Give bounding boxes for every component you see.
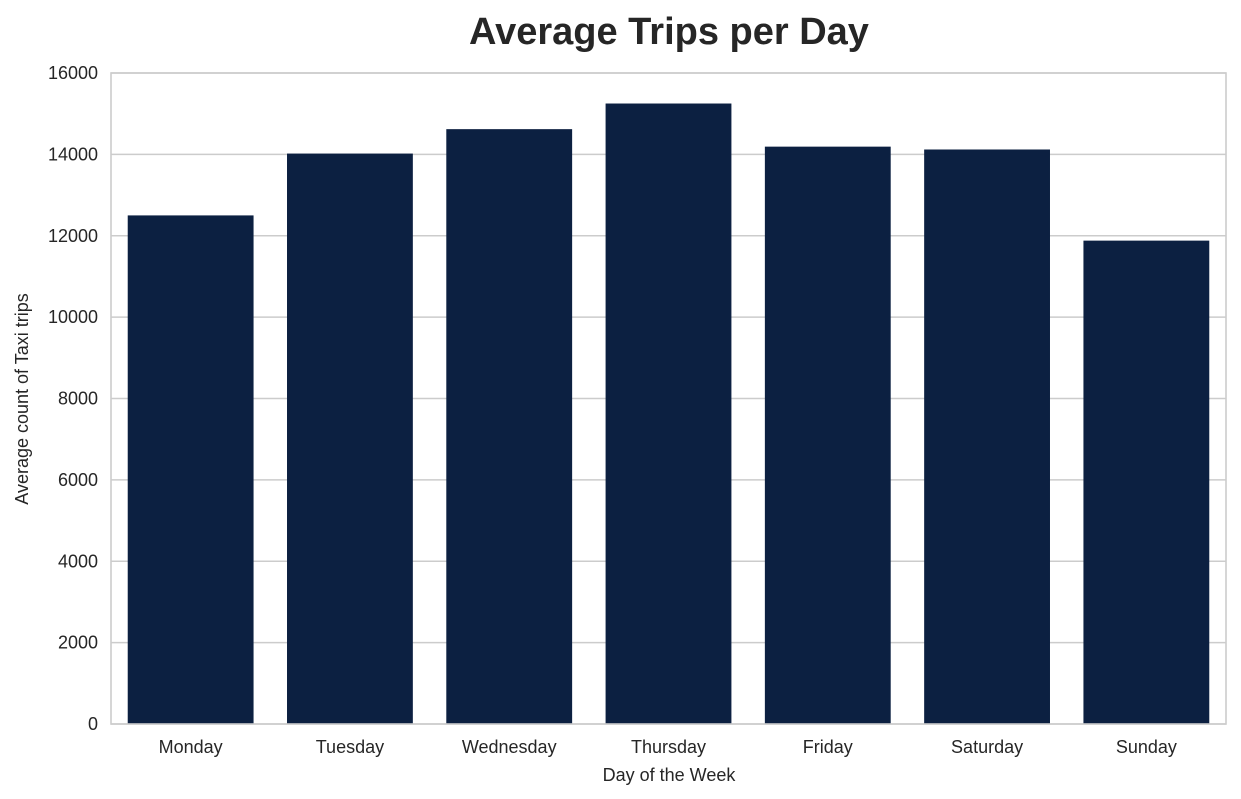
x-tick-label: Saturday [951, 737, 1023, 757]
bar-thursday [605, 103, 732, 724]
y-tick-label: 2000 [58, 633, 98, 653]
x-axis-label: Day of the Week [603, 765, 737, 785]
y-tick-label: 4000 [58, 551, 98, 571]
y-tick-label: 0 [88, 714, 98, 734]
y-tick-label: 16000 [48, 63, 98, 83]
x-tick-label: Monday [159, 737, 223, 757]
y-axis-label: Average count of Taxi trips [12, 293, 32, 504]
y-tick-label: 14000 [48, 144, 98, 164]
x-tick-label: Wednesday [462, 737, 557, 757]
y-tick-label: 8000 [58, 389, 98, 409]
x-tick-label: Sunday [1116, 737, 1177, 757]
plot-frame [110, 72, 1227, 725]
y-tick-labels: 0 2000 4000 6000 8000 10000 12000 14000 16000 [48, 63, 98, 734]
chart-title: Average Trips per Day [469, 11, 869, 53]
bar-sunday [1083, 240, 1210, 724]
x-tick-label: Tuesday [316, 737, 384, 757]
x-tick-label: Thursday [631, 737, 706, 757]
bar-wednesday [446, 129, 573, 724]
y-tick-label: 10000 [48, 307, 98, 327]
bar-monday [127, 215, 254, 724]
x-tick-labels: Monday Tuesday Wednesday Thursday Friday Satu… [159, 737, 1177, 757]
bar-saturday [924, 149, 1050, 724]
bars [127, 103, 1210, 724]
bar-friday [764, 146, 891, 724]
bar-tuesday [287, 153, 413, 724]
y-tick-label: 6000 [58, 470, 98, 490]
y-tick-label: 12000 [48, 226, 98, 246]
x-tick-label: Friday [803, 737, 853, 757]
